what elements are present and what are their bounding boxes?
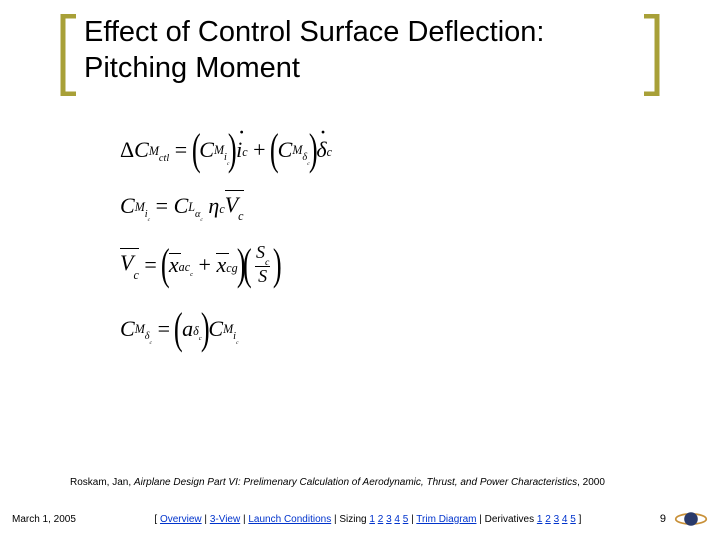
title-row: Effect of Control Surface Deflection: Pi… (60, 14, 660, 96)
eq3-x1: x (169, 252, 179, 277)
cite-year: , 2000 (577, 477, 605, 488)
eq1-t1M: M (214, 143, 224, 157)
eq4-a: a (182, 316, 193, 342)
footer-right: 9 (660, 506, 708, 532)
eq4-c: c (150, 340, 153, 346)
equation-4: C Mδc = ( aδc ) C Mic (120, 309, 540, 349)
eq3-eq: = (144, 252, 156, 278)
equation-1: Δ C Mctl = ( C Mic ) ic + ( C Mδc ) δc (120, 130, 540, 170)
eq2-C: C (120, 193, 135, 219)
equation-3: Vc = ( xacc + xcg ) ( Sc S ) (120, 243, 540, 287)
footer-nav: [ Overview | 3-View | Launch Conditions … (76, 514, 660, 525)
equation-2: C Mic = C Lαc ηc Vc (120, 192, 540, 221)
eq3-Scsub: c (265, 257, 269, 268)
eq1-factor-d: δ (316, 137, 326, 162)
eq4-C2M: M (223, 322, 233, 336)
eq3-Vc: c (133, 268, 138, 282)
citation: Roskam, Jan, Airplane Design Part VI: Pr… (70, 477, 690, 488)
nav-3view[interactable]: 3-View (210, 514, 240, 525)
nav-deriv-1[interactable]: 1 (537, 514, 543, 525)
nav-overview[interactable]: Overview (160, 514, 202, 525)
cite-author: Roskam, Jan, (70, 477, 134, 488)
nav-sizing-2[interactable]: 2 (378, 514, 384, 525)
eq2-rC: C (174, 193, 189, 219)
eq2-V: V (225, 192, 238, 217)
eq3-x2: x (216, 252, 226, 277)
eq4-C2: C (208, 316, 223, 342)
nav-sep1: | (202, 514, 210, 525)
nav-sizing-label: Sizing (339, 514, 369, 525)
equations-block: Δ C Mctl = ( C Mic ) ic + ( C Mδc ) δc C… (120, 130, 540, 371)
nav-sizing-4[interactable]: 4 (394, 514, 400, 525)
footer-date: March 1, 2005 (12, 514, 76, 525)
nav-trim[interactable]: Trim Diagram (416, 514, 476, 525)
eq3-V: V (120, 250, 133, 275)
nav-close: ] (576, 514, 582, 525)
nav-sep5: | (476, 514, 484, 525)
eq1-fisub: c (242, 145, 247, 159)
eq3-plus: + (199, 252, 211, 278)
nav-launch[interactable]: Launch Conditions (248, 514, 331, 525)
eq4-M: M (135, 322, 145, 336)
eq3-x1c: c (190, 271, 193, 278)
eq4-C: C (120, 316, 135, 342)
nav-deriv-4[interactable]: 4 (562, 514, 568, 525)
eq4-eq: = (158, 316, 170, 342)
nav-deriv-2[interactable]: 2 (545, 514, 551, 525)
eq2-Vc: c (238, 209, 243, 223)
page-number: 9 (660, 513, 666, 525)
eq1-subctl: ctl (159, 153, 169, 164)
eq1-eq: = (175, 137, 187, 163)
planet-logo-icon (674, 506, 708, 532)
nav-sizing-3[interactable]: 3 (386, 514, 392, 525)
nav-deriv-3[interactable]: 3 (554, 514, 560, 525)
eq2-ac: c (200, 217, 203, 223)
eq1-t2M: M (292, 143, 302, 157)
eq4-C2c: c (236, 340, 239, 346)
eq1-C: C (134, 137, 149, 163)
eq2-L: L (188, 200, 195, 214)
eq3-x1ac: ac (179, 260, 190, 274)
eq1-subM: M (149, 144, 159, 158)
eq1-fdsub: c (327, 145, 332, 159)
bracket-left-icon (60, 14, 78, 96)
eq2-M: M (135, 200, 145, 214)
nav-sizing-1[interactable]: 1 (369, 514, 375, 525)
eq3-Sc: S (256, 242, 265, 262)
eq2-c: c (148, 217, 151, 223)
eq1-delta: Δ (120, 137, 134, 163)
footer: March 1, 2005 [ Overview | 3-View | Laun… (12, 506, 708, 532)
eq1-t1C: C (199, 137, 214, 163)
eq2-eta: η (208, 193, 219, 219)
eq1-t2C: C (278, 137, 293, 163)
bracket-right-icon (642, 14, 660, 96)
cite-title: Airplane Design Part VI: Prelimenary Cal… (134, 477, 577, 488)
eq3-S: S (258, 266, 267, 286)
eq1-plus: + (253, 137, 265, 163)
page-title: Effect of Control Surface Deflection: Pi… (78, 14, 642, 87)
nav-deriv-label: Derivatives (485, 514, 537, 525)
eq2-eq: = (156, 193, 168, 219)
